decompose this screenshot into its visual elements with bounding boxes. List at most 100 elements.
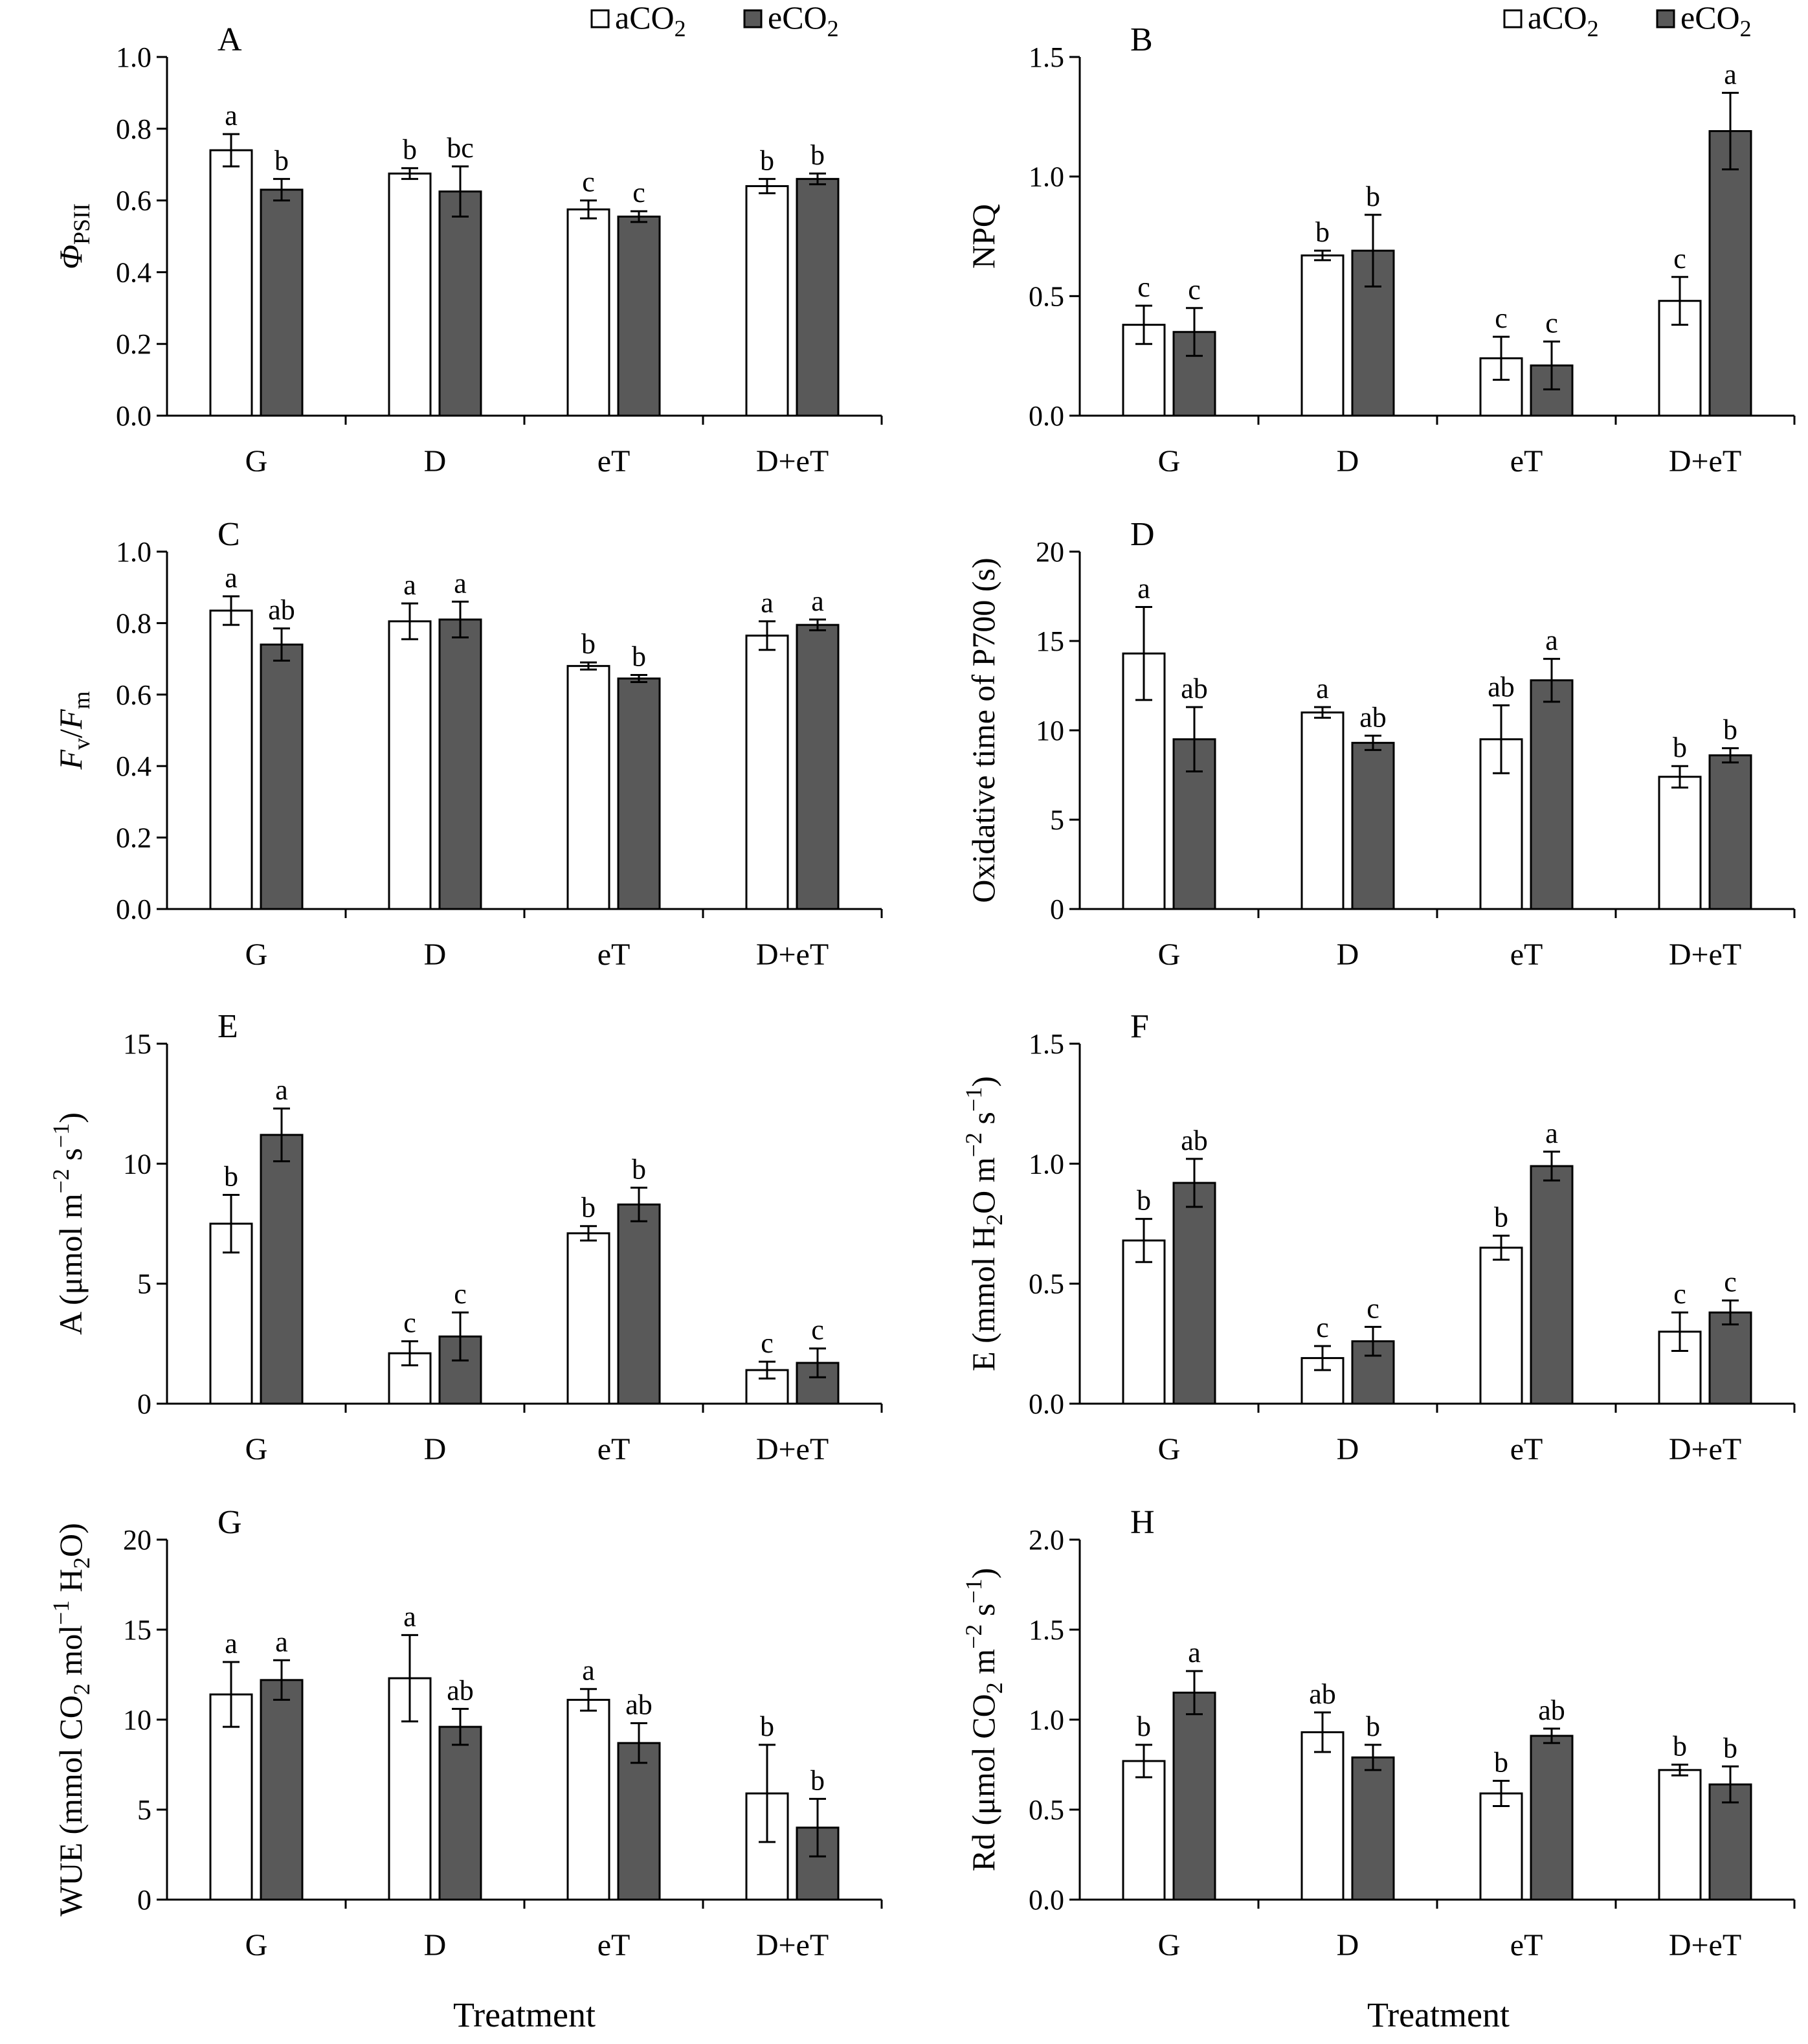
y-tick-label: 0.6 bbox=[116, 679, 151, 711]
y-axis-label: NPQ bbox=[965, 204, 1001, 269]
y-tick-label: 10 bbox=[1036, 715, 1064, 747]
bar-aCO2-D bbox=[388, 620, 432, 910]
ylabel-part: 2 bbox=[981, 1214, 1007, 1226]
bar-eCO2-eT bbox=[1530, 1165, 1574, 1405]
x-category-label: G bbox=[1158, 444, 1181, 478]
significance-letter: a bbox=[454, 567, 467, 599]
significance-letter: c bbox=[1367, 1292, 1379, 1324]
y-tick-label: 5 bbox=[137, 1794, 151, 1826]
panel-label: F bbox=[1130, 1008, 1149, 1045]
y-axis-label: A (μmol m−2 s−1) bbox=[48, 1112, 89, 1335]
significance-letter: b bbox=[1137, 1185, 1151, 1217]
y-tick-label: 0.5 bbox=[1029, 1268, 1064, 1300]
significance-letter: ab bbox=[447, 1674, 474, 1706]
significance-letter: a bbox=[1545, 1117, 1558, 1149]
y-tick-label: 0.4 bbox=[116, 256, 151, 288]
significance-letter: b bbox=[1494, 1202, 1508, 1233]
ylabel-part: ) bbox=[965, 1568, 1001, 1579]
significance-letter: c bbox=[761, 1327, 774, 1359]
significance-letter: ab bbox=[625, 1689, 653, 1721]
significance-letter: ab bbox=[1181, 673, 1208, 704]
y-tick-label: 0.0 bbox=[1029, 1884, 1064, 1916]
legend-label-base: aCO bbox=[1528, 0, 1587, 36]
x-category-label: eT bbox=[597, 938, 631, 972]
bar-eCO2-D bbox=[438, 618, 482, 910]
legend-swatch-eCO2 bbox=[1656, 9, 1675, 28]
bar-eCO2-D+eT bbox=[796, 1826, 840, 1901]
legend-swatch-eCO2 bbox=[743, 9, 763, 28]
y-tick-label: 0 bbox=[137, 1884, 151, 1916]
bar-aCO2-eT bbox=[566, 208, 610, 417]
significance-letter: a bbox=[403, 569, 416, 601]
significance-letter: b bbox=[632, 1153, 646, 1185]
significance-letter: ab bbox=[1309, 1678, 1336, 1710]
bar-eCO2-D+eT bbox=[1708, 1783, 1752, 1901]
x-category-label: D+eT bbox=[1669, 1928, 1741, 1962]
panel-label: H bbox=[1130, 1504, 1155, 1541]
significance-letter: b bbox=[632, 640, 646, 672]
y-tick-label: 10 bbox=[123, 1704, 151, 1736]
x-category-label: D bbox=[1337, 444, 1359, 478]
ylabel-part: s bbox=[965, 1112, 1001, 1132]
significance-letter: b bbox=[810, 139, 825, 171]
significance-letter: ab bbox=[1488, 671, 1515, 702]
y-tick-label: 5 bbox=[1050, 804, 1064, 836]
bar-aCO2-G bbox=[209, 1222, 253, 1405]
ylabel-part: m bbox=[69, 691, 95, 709]
bar-eCO2-D bbox=[1351, 1756, 1395, 1901]
bar-eCO2-D+eT bbox=[796, 623, 840, 910]
bar-aCO2-D+eT bbox=[1658, 776, 1702, 910]
x-category-label: G bbox=[245, 938, 268, 972]
y-tick-label: 1.5 bbox=[1029, 1614, 1064, 1646]
bar-aCO2-eT bbox=[566, 1698, 610, 1901]
x-category-label: eT bbox=[597, 444, 631, 478]
ylabel-part: s bbox=[965, 1604, 1001, 1624]
significance-letter: a bbox=[761, 587, 774, 619]
x-category-label: G bbox=[245, 1928, 268, 1962]
y-axis-label: E (mmol H2O m−2 s−1) bbox=[961, 1076, 1007, 1371]
x-category-label: D+eT bbox=[756, 1928, 829, 1962]
x-category-label: G bbox=[1158, 938, 1181, 972]
ylabel-part: F bbox=[52, 750, 89, 770]
panel-label: C bbox=[218, 516, 240, 553]
significance-letter: a bbox=[275, 1626, 288, 1657]
significance-letter: a bbox=[811, 585, 824, 617]
x-category-label: D+eT bbox=[756, 444, 829, 478]
panel-label: E bbox=[218, 1008, 238, 1045]
significance-letter: ab bbox=[1538, 1694, 1565, 1726]
y-axis-label: Fv/Fm bbox=[52, 691, 95, 770]
significance-letter: b bbox=[224, 1161, 238, 1193]
ylabel-part: / bbox=[52, 729, 89, 738]
ylabel-part: s bbox=[52, 1148, 89, 1169]
legend-label-sub: 2 bbox=[827, 16, 839, 41]
legend-label-sub: 2 bbox=[1587, 16, 1599, 41]
bar-eCO2-G bbox=[260, 1134, 304, 1405]
bar-aCO2-D bbox=[1300, 711, 1345, 910]
ylabel-part: −2 bbox=[961, 1624, 987, 1649]
legend-label-eCO2: eCO2 bbox=[1680, 0, 1752, 41]
significance-letter: c bbox=[1316, 1312, 1329, 1343]
ylabel-part: 2 bbox=[69, 1557, 95, 1569]
y-tick-label: 0.2 bbox=[116, 822, 151, 854]
ylabel-part: ) bbox=[965, 1076, 1001, 1087]
significance-letter: a bbox=[225, 1628, 238, 1659]
y-tick-label: 1.0 bbox=[1029, 161, 1064, 193]
bar-aCO2-D bbox=[388, 172, 432, 417]
bar-eCO2-eT bbox=[1530, 679, 1574, 910]
significance-letter: ab bbox=[1181, 1125, 1208, 1156]
ylabel-part: NPQ bbox=[965, 204, 1001, 269]
bar-eCO2-eT bbox=[617, 1742, 661, 1901]
y-tick-label: 15 bbox=[123, 1614, 151, 1646]
ylabel-part: 2 bbox=[69, 1683, 95, 1695]
y-tick-label: 15 bbox=[1036, 625, 1064, 657]
significance-letter: a bbox=[1137, 573, 1150, 605]
legend-label-aCO2: aCO2 bbox=[1528, 0, 1599, 41]
significance-letter: c bbox=[632, 177, 645, 208]
bar-aCO2-eT bbox=[566, 1232, 610, 1405]
ylabel-part: −2 bbox=[961, 1132, 987, 1157]
significance-letter: a bbox=[1316, 673, 1329, 704]
